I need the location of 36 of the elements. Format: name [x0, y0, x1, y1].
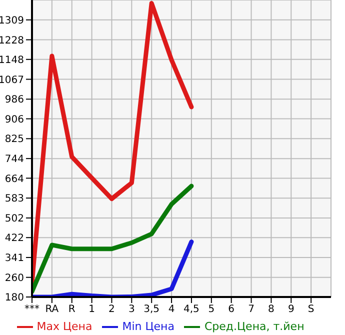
y-tick-label: 422 [4, 233, 24, 244]
x-tick-label: 2 [108, 304, 115, 316]
x-tick-label: 7 [248, 304, 254, 316]
legend-label: Сред.Цена, т.йен [204, 320, 304, 334]
x-tick-label: S [308, 304, 314, 316]
y-tick-label: 1309 [0, 15, 24, 26]
y-tick-label: 341 [4, 253, 24, 264]
x-tick-label: 4 [168, 304, 175, 316]
y-tick-label: 502 [4, 214, 24, 225]
x-tick-label: R [68, 304, 76, 316]
legend-label: Min Цена [122, 320, 174, 334]
x-tick-label: 3 [128, 304, 135, 316]
y-tick-label: 1067 [0, 74, 24, 86]
y-tick-label: 744 [4, 154, 24, 166]
x-tick-label: 4,5 [184, 304, 200, 316]
x-tick-label: 6 [228, 304, 235, 316]
y-tick-label: 583 [4, 194, 24, 205]
y-tick-label: 260 [4, 272, 24, 284]
y-tick-label: 825 [4, 134, 24, 146]
x-tick-label: RA [45, 304, 59, 316]
x-tick-label: 3,5 [144, 304, 160, 316]
y-tick-label: 986 [4, 94, 24, 106]
x-tick-label: *** [24, 304, 40, 316]
y-tick-label: 1228 [0, 35, 24, 46]
y-tick-label: 180 [4, 292, 24, 304]
x-tick-label: 8 [268, 304, 274, 316]
legend-label: Max Цена [36, 320, 92, 334]
y-tick-label: 906 [4, 114, 24, 126]
x-tick-label: 5 [208, 304, 215, 316]
y-tick-label: 664 [4, 174, 24, 185]
line-series [32, 0, 194, 286]
x-tick-label: 1 [88, 304, 95, 316]
line-series [32, 240, 194, 297]
y-tick-label: 1148 [0, 54, 24, 66]
x-tick-label: 9 [288, 304, 294, 316]
line-series [32, 184, 194, 294]
